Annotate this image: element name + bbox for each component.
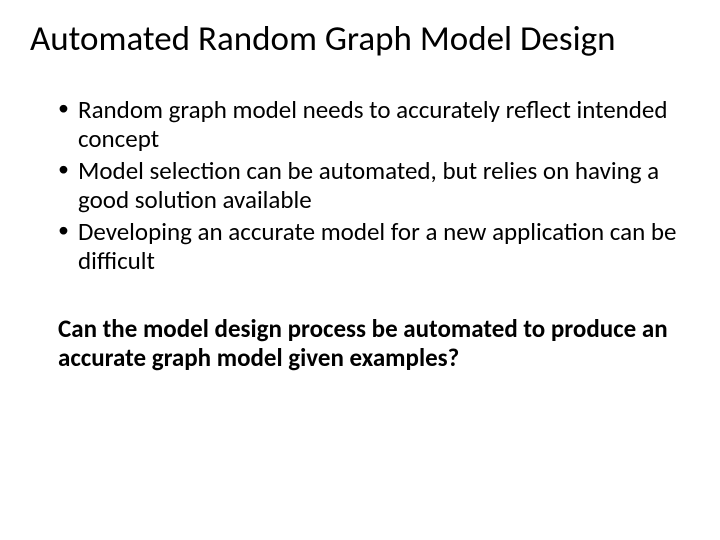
slide: Automated Random Graph Model Design Rand… (0, 0, 720, 540)
slide-title: Automated Random Graph Model Design (30, 20, 690, 59)
bullet-list: Random graph model needs to accurately r… (30, 95, 690, 276)
bullet-item: Model selection can be automated, but re… (58, 156, 690, 215)
bullet-item: Random graph model needs to accurately r… (58, 95, 690, 154)
bullet-item: Developing an accurate model for a new a… (58, 217, 690, 276)
closing-question: Can the model design process be automate… (30, 314, 690, 373)
